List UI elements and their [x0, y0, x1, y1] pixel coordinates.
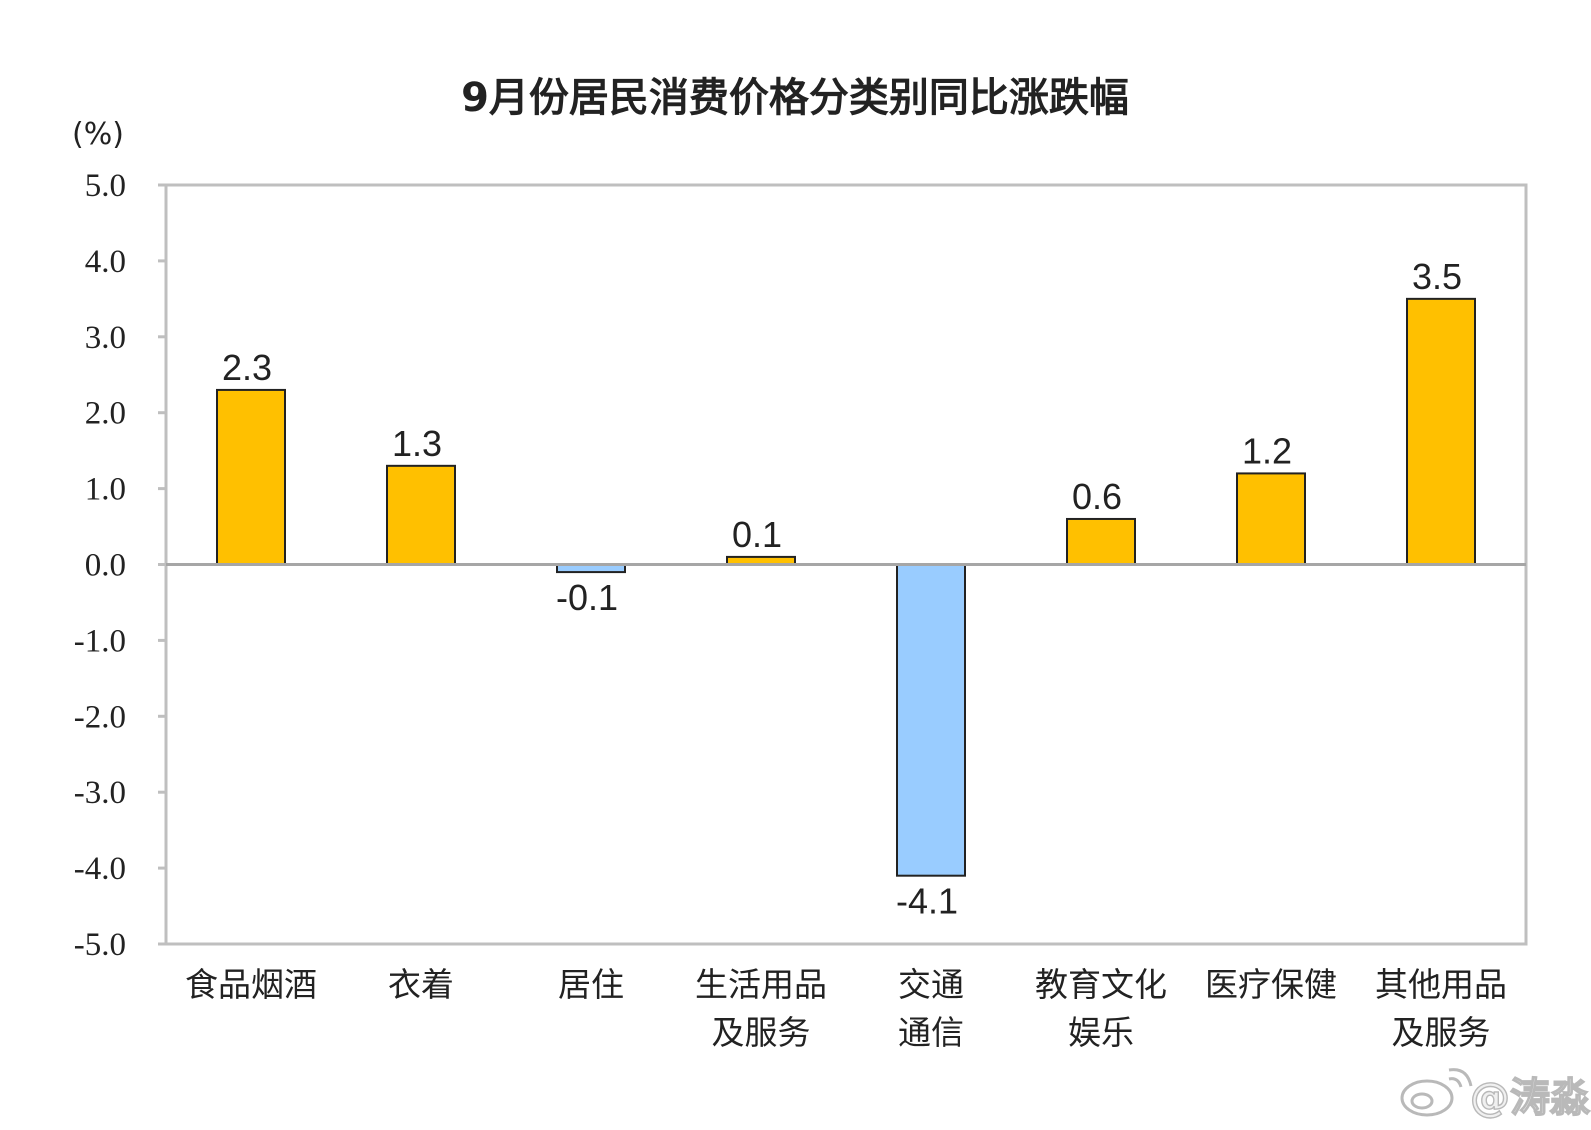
x-tick-label: 娱乐 [1068, 1013, 1134, 1052]
bar [216, 388, 286, 566]
data-label: 0.1 [732, 514, 782, 555]
bar [1066, 517, 1136, 566]
y-tick-label: 3.0 [85, 320, 126, 356]
y-tick-label: 1.0 [85, 472, 126, 508]
x-tick-label: 居住 [558, 965, 624, 1004]
x-tick-label: 衣着 [388, 965, 454, 1004]
x-tick-label: 其他用品 [1375, 965, 1507, 1004]
weibo-logo-icon [1400, 1068, 1473, 1117]
x-tick-label: 教育文化 [1035, 965, 1167, 1004]
data-label: 1.2 [1242, 430, 1292, 471]
x-tick-label: 及服务 [712, 1013, 811, 1052]
bar [896, 563, 966, 877]
data-label: 0.6 [1072, 476, 1122, 517]
y-tick-label: -4.0 [74, 851, 126, 887]
data-label: 3.5 [1412, 256, 1462, 297]
x-tick-label: 医疗保健 [1205, 965, 1337, 1004]
y-tick-label: -1.0 [74, 623, 126, 659]
data-label: 1.3 [392, 423, 442, 464]
y-tick-label: 2.0 [85, 396, 126, 432]
watermark-text: @涛淼 [1470, 1075, 1591, 1121]
y-unit-label: (%) [72, 117, 124, 152]
x-tick-label: 通信 [898, 1013, 964, 1052]
y-tick-label: -2.0 [74, 699, 126, 735]
y-tick-label: 5.0 [85, 168, 126, 204]
x-tick-label: 交通 [898, 965, 964, 1004]
bar [386, 464, 456, 566]
y-tick-label: 0.0 [85, 548, 126, 584]
x-tick-label: 食品烟酒 [185, 965, 317, 1004]
watermark: @涛淼 [1400, 1068, 1591, 1122]
y-axis: 5.0 4.0 3.0 2.0 1.0 0.0 -1.0 -2.0 -3.0 -4.0 -5.0 [74, 168, 166, 963]
data-label: -4.1 [896, 881, 958, 922]
data-labels: 2.3 1.3 -0.1 0.1 -4.1 0.6 1.2 3.5 [222, 256, 1462, 922]
data-label: 2.3 [222, 347, 272, 388]
data-label: -0.1 [556, 577, 618, 618]
y-tick-label: -3.0 [74, 775, 126, 811]
x-tick-label: 生活用品 [695, 965, 827, 1004]
y-tick-label: 4.0 [85, 244, 126, 280]
bar [1406, 297, 1476, 566]
y-tick-label: -5.0 [74, 927, 126, 963]
bars [216, 297, 1476, 877]
bar [1236, 472, 1306, 566]
chart-title: 9月份居民消费价格分类别同比涨跌幅 [461, 75, 1129, 121]
x-tick-label: 及服务 [1392, 1013, 1491, 1052]
